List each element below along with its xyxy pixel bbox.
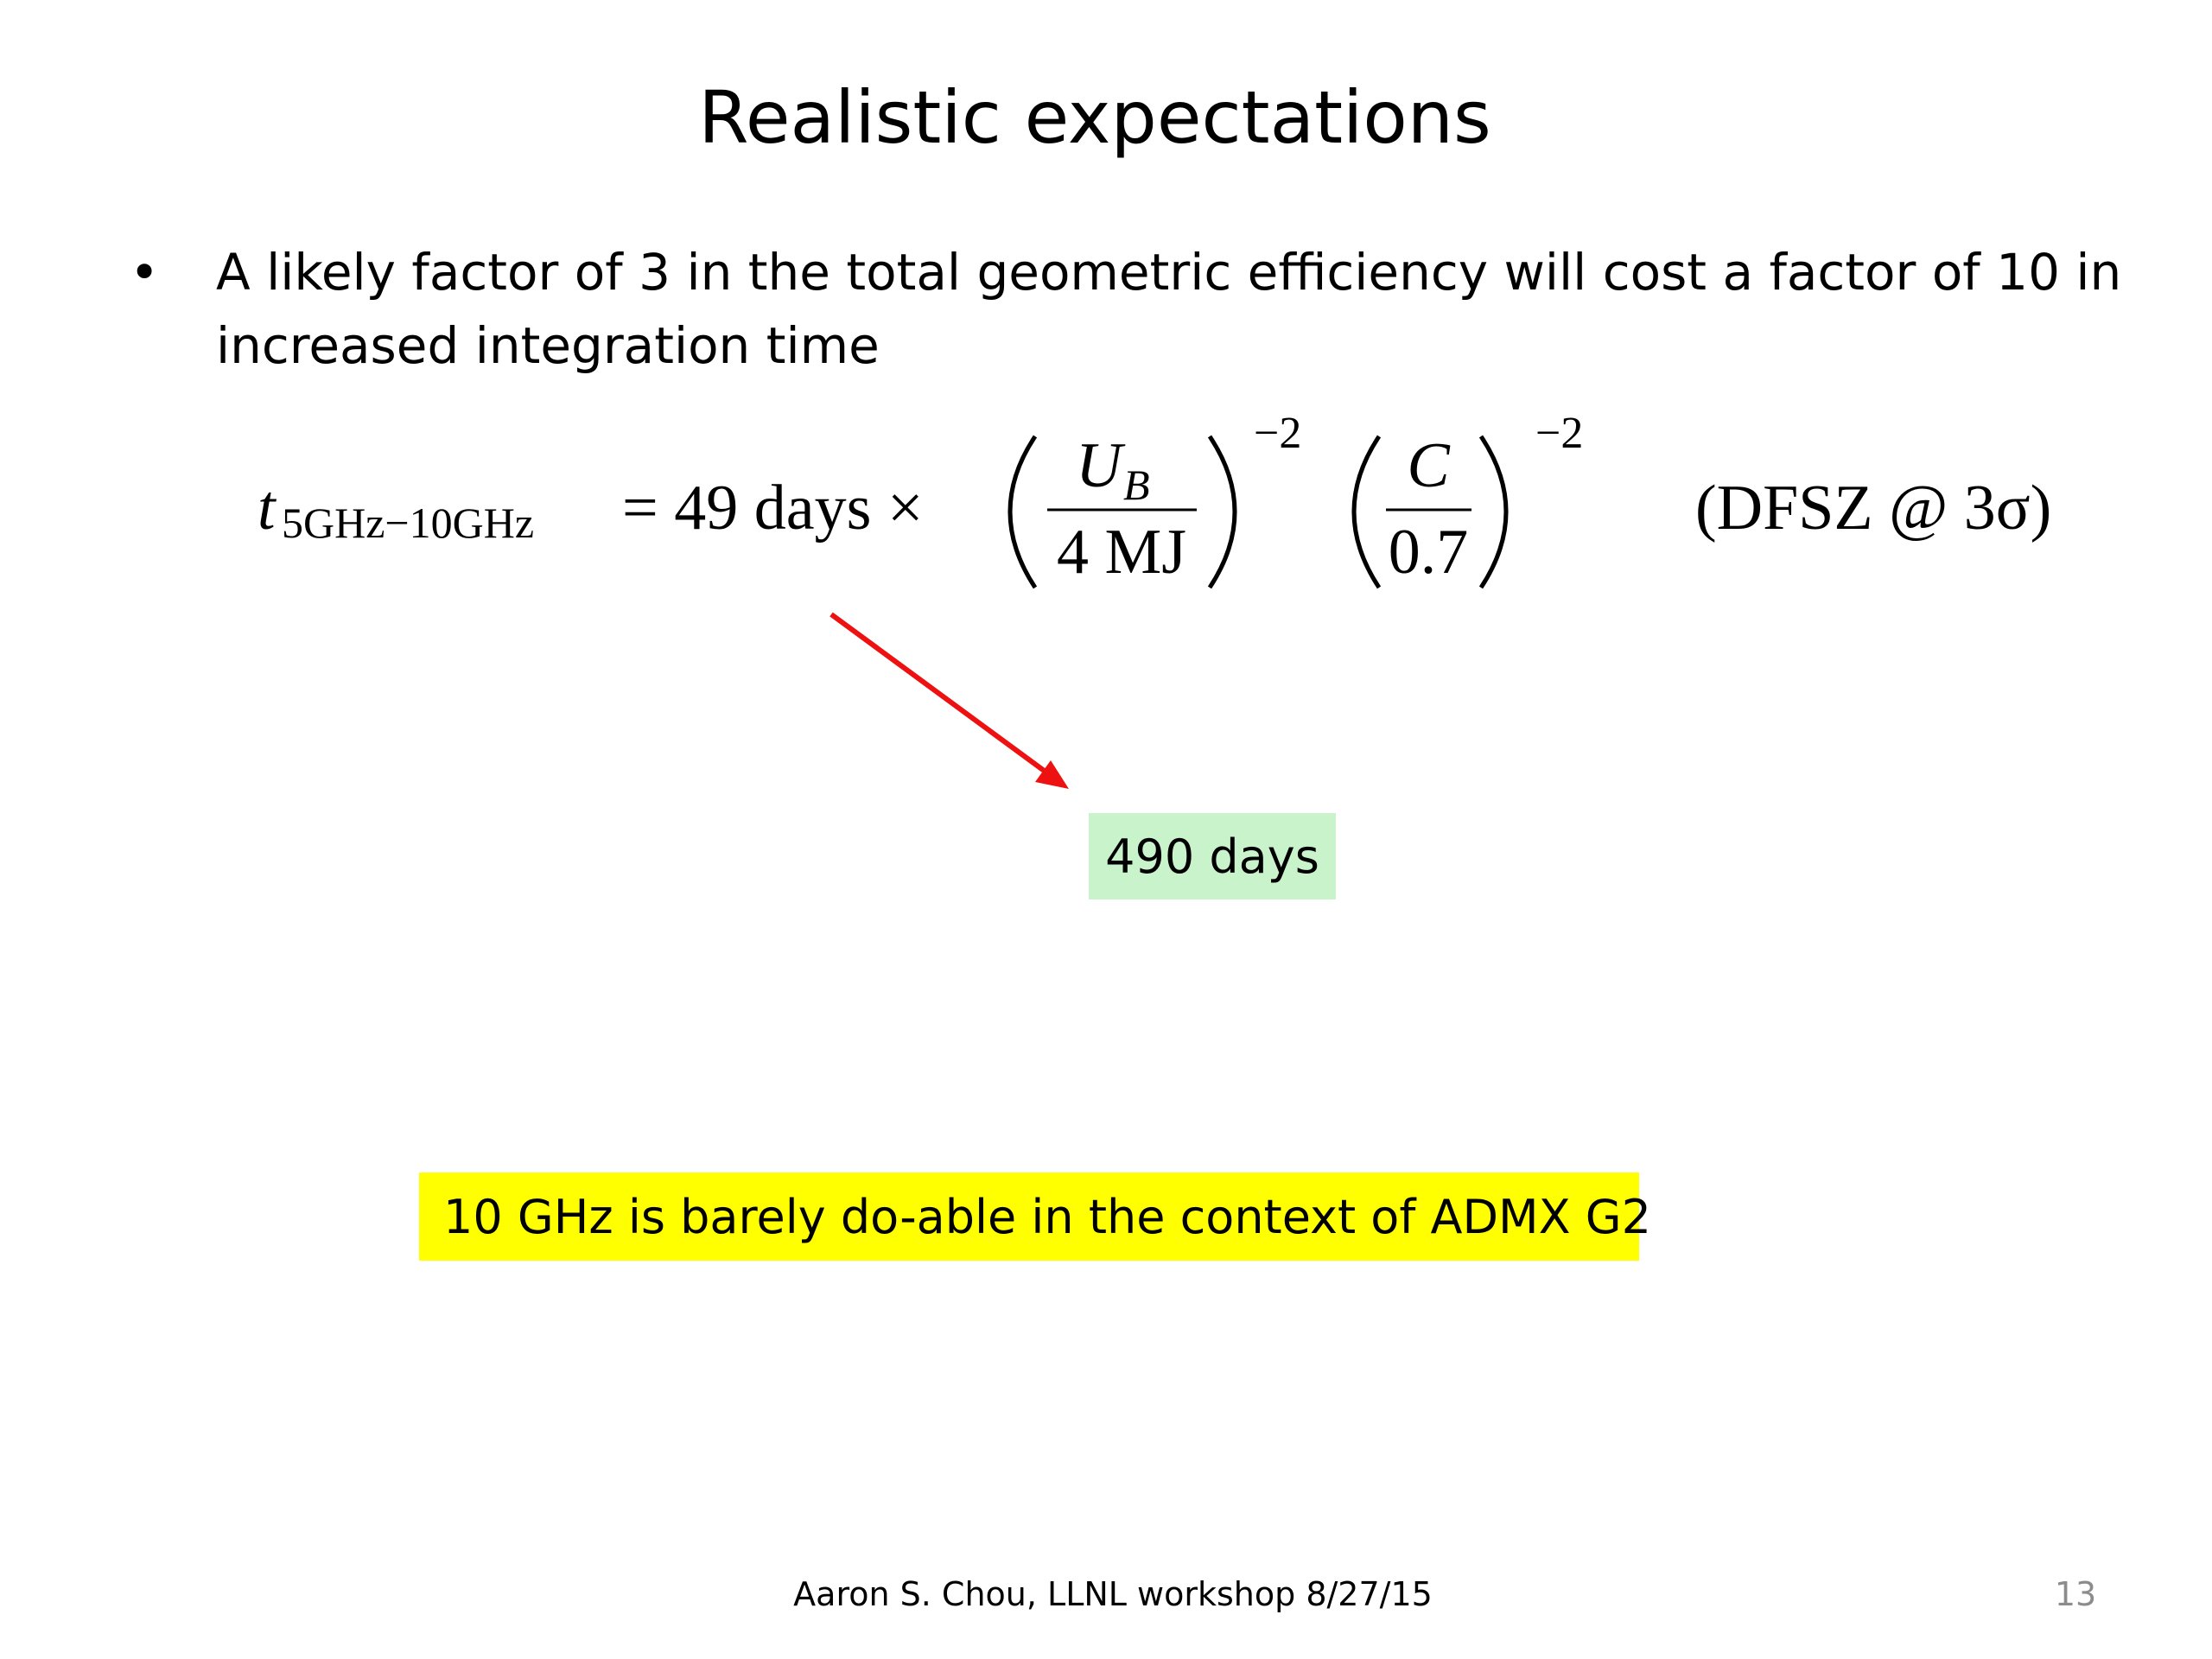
- equation: t 5GHz−10GHz = 49 days × U B 4 MJ −2 C 0…: [257, 409, 2051, 589]
- eq-variable: t: [257, 473, 277, 543]
- bullet-line: increased integration time: [216, 316, 880, 375]
- bullet-dot: •: [130, 243, 159, 302]
- paren: [1007, 435, 1038, 589]
- slide-title: Realistic expectations: [698, 75, 1491, 160]
- eq-denominator: 0.7: [1389, 517, 1469, 588]
- conclusion-text: 10 GHz is barely do-able in the context …: [443, 1190, 1651, 1244]
- eq-subscript: 5GHz−10GHz: [282, 499, 534, 547]
- conclusion-box: [419, 1173, 1639, 1261]
- eq-rhs: = 49 days ×: [622, 473, 924, 543]
- paren: [1351, 435, 1382, 589]
- arrow-shaft: [830, 612, 1058, 782]
- eq-exponent: −2: [1535, 409, 1583, 458]
- eq-exponent: −2: [1254, 409, 1301, 458]
- eq-note: (DFSZ @ 3σ): [1695, 473, 2051, 543]
- arrow-head: [1035, 760, 1069, 789]
- footer-author: Aaron S. Chou, LLNL workshop 8/27/15: [793, 1575, 1433, 1613]
- eq-denominator: 4 MJ: [1057, 517, 1186, 588]
- paren: [1478, 435, 1509, 589]
- eq-numerator: C: [1407, 430, 1451, 501]
- paren: [1207, 435, 1237, 589]
- eq-numerator: U: [1076, 430, 1126, 501]
- result-text: 490 days: [1105, 830, 1319, 884]
- bullet-line: A likely factor of 3 in the total geomet…: [216, 243, 2121, 302]
- page-number: 13: [2055, 1575, 2096, 1613]
- result-box: [1089, 813, 1336, 899]
- eq-numerator-subscript: B: [1123, 461, 1150, 509]
